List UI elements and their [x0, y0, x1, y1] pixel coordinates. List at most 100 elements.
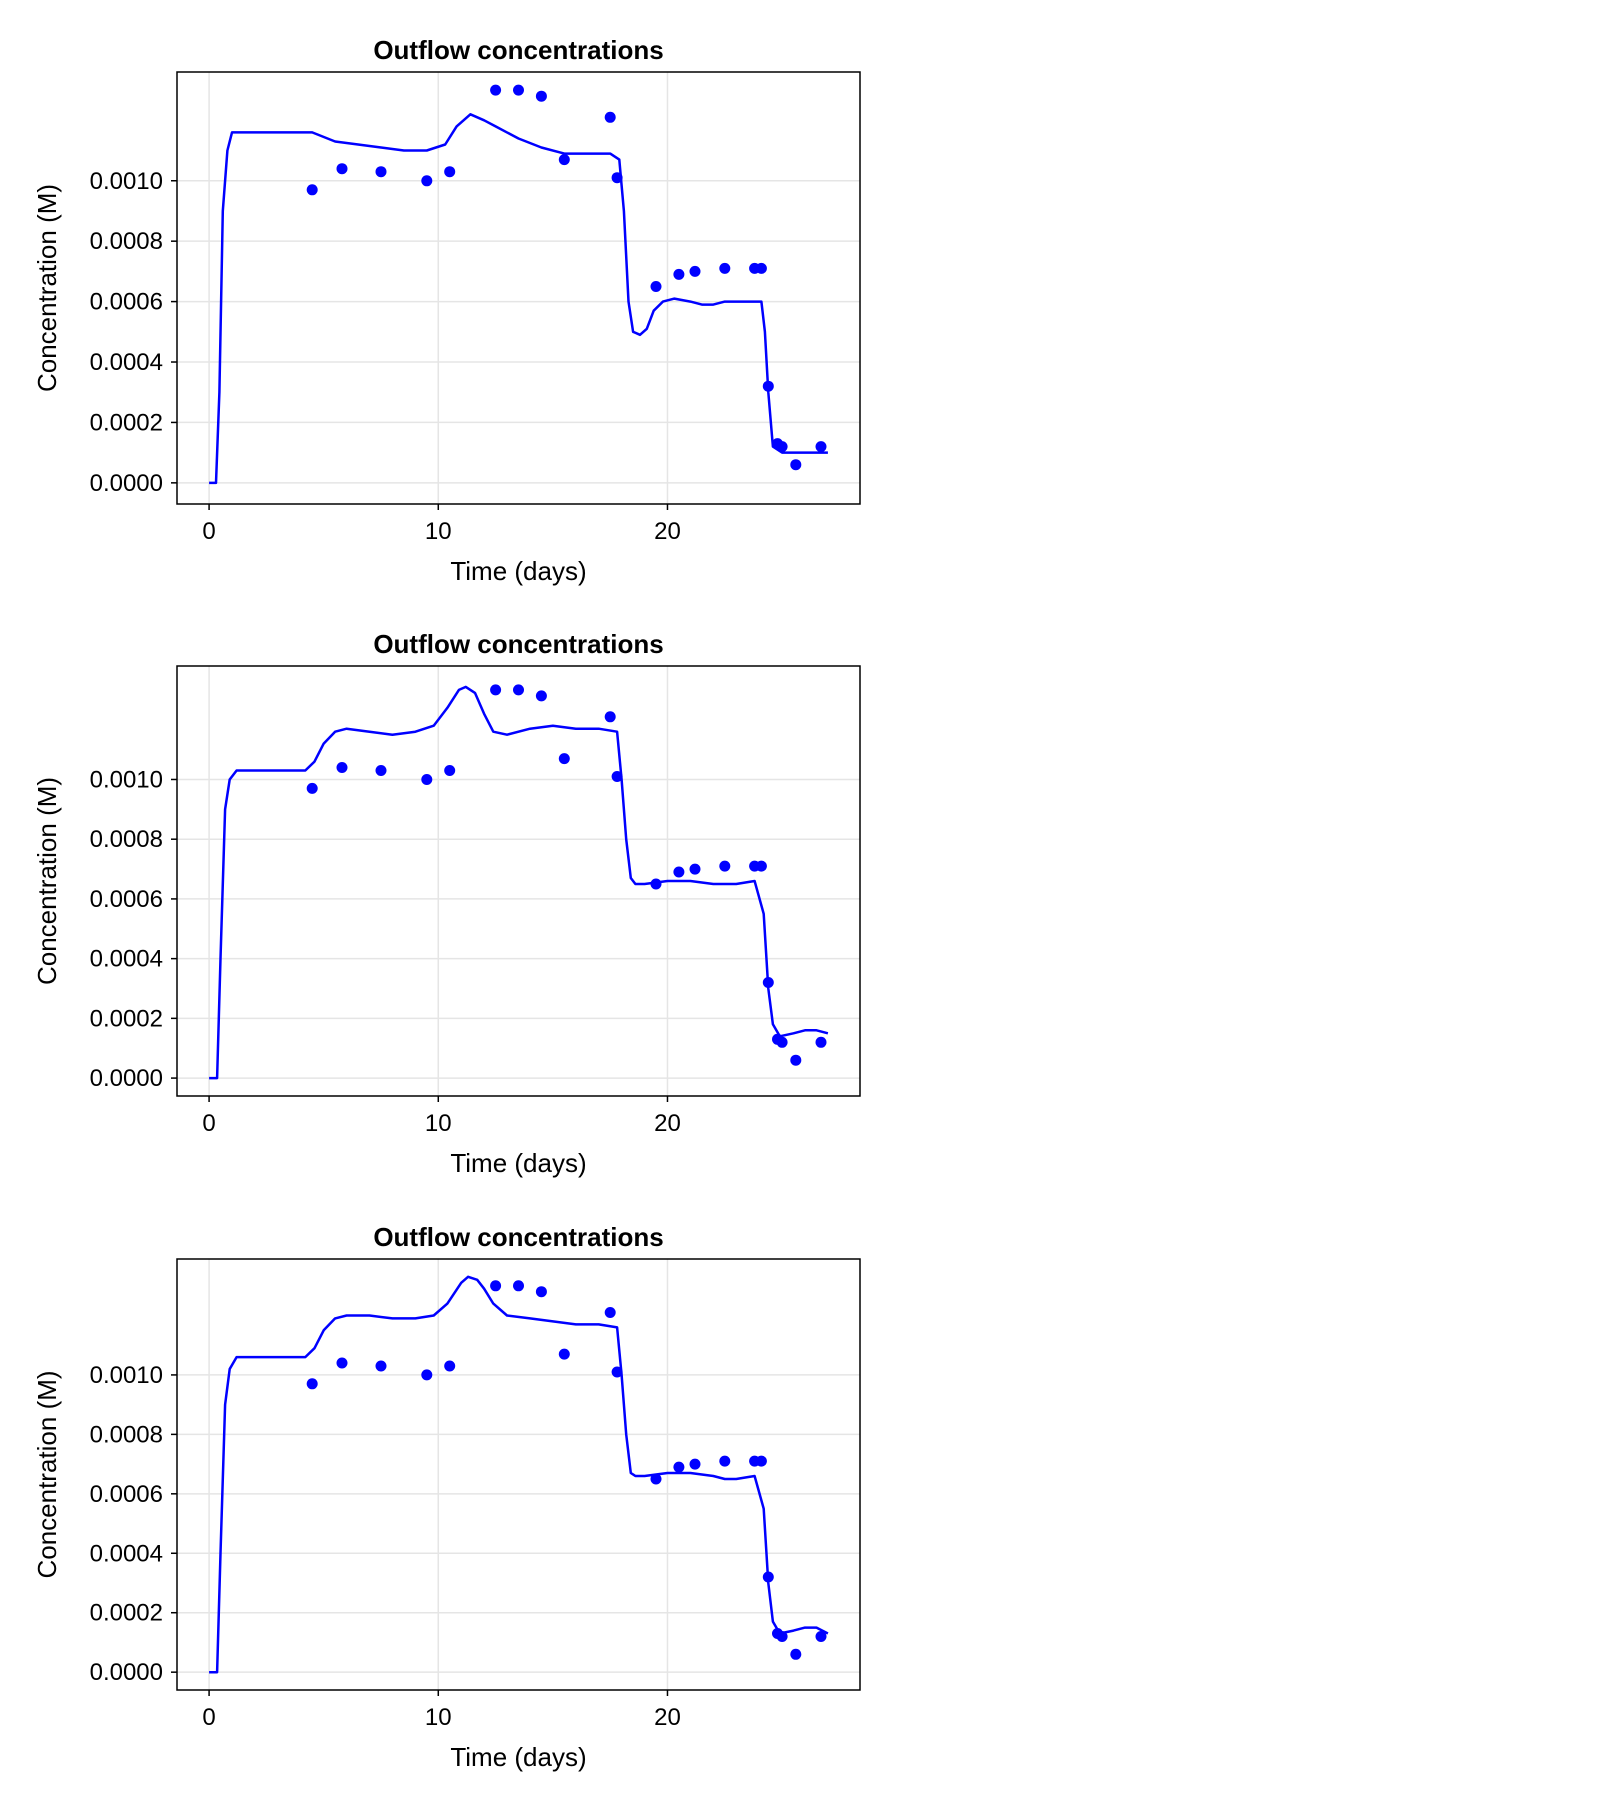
chart-2-y-axis-label: Concentration (M) — [32, 777, 62, 985]
chart-1-data-point-12 — [673, 268, 685, 280]
chart-3-data-point-7 — [535, 1286, 547, 1298]
chart-3-data-point-8 — [558, 1348, 570, 1360]
chart-1-y-tick-label-2: 0.0004 — [90, 349, 163, 376]
chart-3-data-point-6 — [513, 1280, 524, 1292]
chart-2-y-tick-label-5: 0.0010 — [90, 766, 163, 793]
chart-2-data-point-10 — [611, 771, 623, 782]
chart-3-data-point-21 — [815, 1631, 827, 1642]
chart-2-data-point-9 — [604, 711, 616, 723]
chart-1-y-axis-label: Concentration (M) — [32, 184, 62, 392]
chart-1-data-point-9 — [604, 111, 616, 123]
chart-3-data-point-14 — [719, 1455, 731, 1467]
chart-1-x-tick-label-0: 0 — [202, 518, 215, 545]
chart-1-data-point-0 — [306, 184, 318, 196]
chart-1-data-point-8 — [558, 154, 570, 166]
chart-2-data-point-11 — [650, 878, 662, 890]
chart-2-x-axis-label: Time (days) — [450, 1148, 586, 1178]
chart-2-x-tick-label-2: 20 — [654, 1110, 681, 1137]
chart-2-y-tick-label-0: 0.0000 — [90, 1065, 163, 1092]
chart-1-data-point-6 — [513, 84, 524, 96]
chart-2-y-tick-label-1: 0.0002 — [90, 1005, 163, 1032]
chart-2-data-point-20 — [790, 1054, 802, 1066]
chart-1-model-line — [209, 113, 828, 485]
chart-1-data-point-21 — [815, 441, 827, 453]
chart-3-model-line — [209, 1275, 829, 1674]
chart-2-data-point-21 — [815, 1036, 827, 1048]
chart-1-y-tick-label-4: 0.0008 — [90, 228, 163, 255]
chart-1-data-point-3 — [421, 175, 433, 187]
chart-3-x-tick-label-1: 10 — [425, 1704, 452, 1731]
chart-1-data-point-7 — [535, 90, 547, 102]
chart-3-y-tick-label-5: 0.0010 — [90, 1362, 163, 1389]
chart-3-y-tick-label-1: 0.0002 — [90, 1600, 163, 1627]
chart-1-data-point-5 — [490, 84, 502, 96]
chart-panel-3: 0 10 20 0.0000 0.0002 0.0004 0.0006 0.0008 0.001… — [32, 1222, 861, 1772]
chart-1-data-point-11 — [650, 281, 662, 292]
chart-2-y-tick-label-2: 0.0004 — [90, 946, 163, 973]
chart-2-data-point-14 — [719, 860, 731, 872]
chart-2-title: Outflow concentrations — [373, 629, 663, 659]
chart-3-data-point-5 — [490, 1280, 502, 1292]
chart-3-data-point-3 — [421, 1369, 433, 1381]
chart-3-y-axis-label: Concentration (M) — [32, 1370, 62, 1578]
chart-3-x-tick-label-0: 0 — [202, 1704, 215, 1731]
chart-3-plot-frame — [176, 1258, 861, 1691]
chart-2-data-point-16 — [755, 860, 767, 872]
chart-1-x-tick-label-1: 10 — [425, 518, 452, 545]
chart-2-y-tick-label-3: 0.0006 — [90, 886, 163, 913]
chart-3-title: Outflow concentrations — [373, 1222, 663, 1252]
chart-2-data-point-8 — [558, 753, 570, 765]
chart-3-y-tick-label-3: 0.0006 — [90, 1481, 163, 1508]
chart-1-data-point-16 — [755, 262, 767, 274]
chart-1-y-tick-label-3: 0.0006 — [90, 289, 163, 316]
chart-2-data-point-17 — [762, 977, 774, 988]
chart-3-y-tick-label-0: 0.0000 — [90, 1659, 163, 1686]
chart-3-y-tick-label-2: 0.0004 — [90, 1540, 163, 1567]
chart-1-x-tick-label-2: 20 — [654, 518, 681, 545]
chart-3-data-point-1 — [336, 1357, 348, 1369]
chart-2-x-tick-label-1: 10 — [425, 1110, 452, 1137]
chart-1-x-axis-label: Time (days) — [450, 556, 586, 586]
chart-1-title: Outflow concentrations — [373, 35, 663, 65]
chart-1-data-point-14 — [719, 262, 731, 274]
chart-2-data-point-2 — [375, 765, 387, 776]
chart-panel-2: 0 10 20 0.0000 0.0002 0.0004 0.0006 0.0008 0.001… — [32, 629, 861, 1178]
chart-1-data-point-19 — [776, 441, 788, 453]
chart-1-data-point-1 — [336, 163, 348, 175]
chart-3-data-point-0 — [306, 1378, 318, 1390]
chart-2-model-line — [209, 685, 829, 1080]
chart-panel-1: 0 10 20 0.0000 0.0002 0.0004 0.0006 0.0008 0.001… — [32, 35, 861, 586]
chart-2-plot-frame — [176, 665, 861, 1097]
chart-1-data-point-10 — [611, 172, 623, 184]
chart-3-data-point-16 — [755, 1455, 767, 1467]
chart-2-data-point-7 — [535, 690, 547, 702]
chart-1-data-point-2 — [375, 166, 387, 178]
chart-1-data-point-13 — [689, 265, 701, 277]
chart-2-data-point-13 — [689, 863, 701, 875]
chart-2-data-point-12 — [673, 866, 685, 878]
chart-1-y-tick-label-1: 0.0002 — [90, 409, 163, 436]
chart-2-data-point-1 — [336, 762, 348, 773]
chart-3-y-tick-label-4: 0.0008 — [90, 1421, 163, 1448]
chart-1-data-point-20 — [790, 459, 802, 471]
chart-3-data-point-9 — [604, 1307, 616, 1318]
chart-1-plot-frame — [176, 71, 861, 505]
chart-3-data-point-11 — [650, 1473, 662, 1485]
chart-3-data-point-4 — [444, 1360, 456, 1372]
chart-2-data-point-4 — [444, 765, 456, 776]
chart-3-data-point-20 — [790, 1648, 802, 1660]
chart-2-y-tick-label-4: 0.0008 — [90, 826, 163, 853]
chart-2-data-point-19 — [776, 1036, 788, 1048]
chart-3-data-point-10 — [611, 1366, 623, 1378]
chart-3-data-point-13 — [689, 1458, 701, 1470]
chart-2-data-point-0 — [306, 782, 318, 794]
chart-3-x-axis-label: Time (days) — [450, 1742, 586, 1772]
chart-3-data-point-19 — [776, 1631, 788, 1642]
chart-1-y-tick-label-5: 0.0010 — [90, 168, 163, 195]
chart-2-data-point-5 — [490, 684, 502, 696]
chart-3-data-point-12 — [673, 1461, 685, 1473]
chart-2-x-tick-label-0: 0 — [202, 1110, 215, 1137]
chart-1-y-tick-label-0: 0.0000 — [90, 470, 163, 497]
